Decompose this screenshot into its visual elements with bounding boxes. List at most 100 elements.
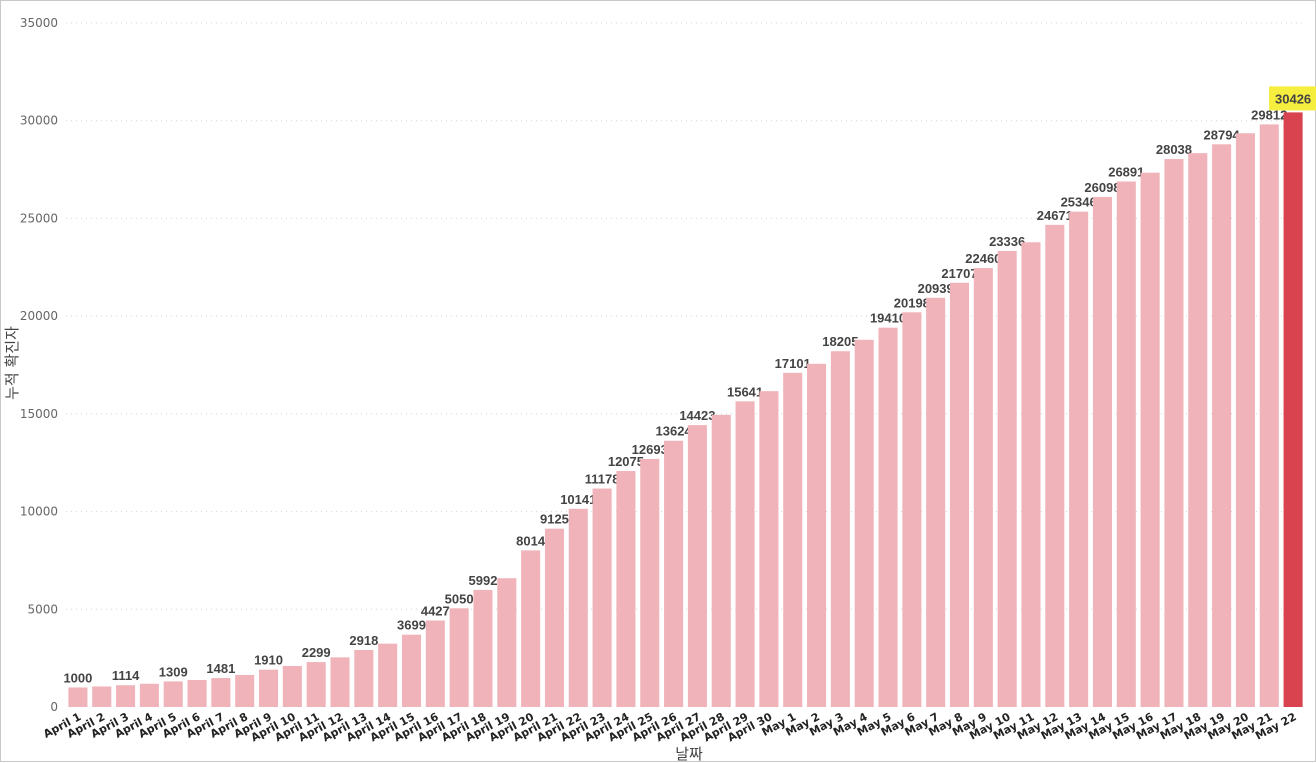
bar bbox=[497, 578, 517, 707]
data-label: 11178 bbox=[585, 472, 620, 487]
bar bbox=[997, 250, 1017, 708]
data-label: 18205 bbox=[822, 334, 858, 349]
data-label: 1000 bbox=[63, 670, 92, 685]
bar bbox=[664, 440, 684, 707]
bar bbox=[544, 528, 564, 707]
data-label: 10141 bbox=[560, 492, 596, 507]
bar bbox=[378, 643, 398, 707]
data-label: 19410 bbox=[870, 311, 906, 326]
data-label: 1481 bbox=[206, 661, 235, 676]
data-label: 22460 bbox=[965, 251, 1001, 266]
bar bbox=[1092, 196, 1113, 707]
data-label: 23336 bbox=[989, 234, 1025, 249]
bar bbox=[1140, 172, 1160, 707]
bar bbox=[783, 372, 803, 707]
data-label: 1114 bbox=[112, 668, 140, 683]
bar bbox=[687, 425, 707, 707]
data-label: 1309 bbox=[159, 664, 188, 679]
bar bbox=[163, 681, 183, 707]
bar bbox=[1212, 144, 1232, 708]
bar bbox=[1235, 133, 1255, 708]
bar bbox=[759, 391, 779, 707]
y-tick-label: 0 bbox=[50, 700, 58, 714]
bar bbox=[211, 678, 231, 707]
data-label: 9125 bbox=[540, 512, 569, 527]
y-tick-label: 5000 bbox=[27, 602, 58, 616]
data-label: 2918 bbox=[349, 633, 378, 648]
bar bbox=[1283, 112, 1303, 707]
data-label: 8014 bbox=[516, 533, 546, 548]
data-label: 20939 bbox=[918, 281, 954, 296]
bar bbox=[878, 327, 898, 707]
bar bbox=[521, 550, 541, 707]
bar bbox=[1116, 181, 1136, 707]
bar bbox=[330, 657, 350, 707]
data-label: 15641 bbox=[727, 384, 763, 399]
y-tick-label: 20000 bbox=[20, 309, 58, 323]
data-label: 29812 bbox=[1251, 107, 1287, 122]
bar bbox=[401, 634, 422, 707]
bar bbox=[306, 662, 326, 707]
y-tick-label: 30000 bbox=[20, 114, 58, 128]
bar bbox=[830, 351, 850, 707]
bar bbox=[926, 297, 946, 707]
bar bbox=[92, 686, 112, 707]
data-label: 13624 bbox=[656, 424, 693, 439]
bar bbox=[616, 471, 636, 707]
bar bbox=[354, 649, 374, 707]
bar bbox=[473, 589, 493, 707]
bar bbox=[711, 414, 731, 707]
bar bbox=[139, 683, 159, 707]
data-label: 12693 bbox=[632, 442, 668, 457]
y-axis-title: 누적 확진자 bbox=[3, 326, 21, 400]
bar bbox=[973, 268, 993, 707]
bar bbox=[807, 363, 827, 707]
data-label: 17101 bbox=[775, 356, 811, 371]
bar bbox=[425, 620, 445, 707]
data-label: 28038 bbox=[1156, 142, 1192, 157]
data-label: 3699 bbox=[397, 618, 426, 633]
bar bbox=[735, 401, 755, 707]
bar bbox=[235, 674, 255, 707]
bar bbox=[1164, 159, 1184, 707]
bar bbox=[449, 608, 469, 707]
y-tick-label: 35000 bbox=[20, 16, 58, 30]
bar bbox=[949, 282, 970, 707]
bar bbox=[68, 687, 88, 707]
x-axis-title: 날짜 bbox=[675, 745, 703, 763]
bar bbox=[1259, 124, 1279, 707]
y-tick-label: 10000 bbox=[20, 505, 58, 519]
data-label: 14423 bbox=[679, 408, 715, 423]
data-label: 20198 bbox=[894, 295, 930, 310]
bar bbox=[1021, 242, 1041, 707]
data-label: 12075 bbox=[608, 454, 644, 469]
bar bbox=[1069, 211, 1089, 707]
bar bbox=[592, 488, 612, 707]
bar bbox=[854, 339, 874, 707]
bar bbox=[1045, 224, 1065, 708]
bar bbox=[116, 685, 136, 707]
data-label: 4427 bbox=[421, 603, 450, 618]
data-label: 2299 bbox=[302, 645, 331, 660]
data-label: 26098 bbox=[1084, 180, 1120, 195]
data-label: 5050 bbox=[445, 591, 474, 606]
bar bbox=[258, 669, 279, 707]
bar bbox=[902, 312, 922, 707]
data-label: 5992 bbox=[469, 573, 498, 588]
bar bbox=[282, 665, 302, 707]
data-label: 30426 bbox=[1275, 91, 1311, 106]
y-tick-label: 15000 bbox=[20, 407, 58, 421]
bar bbox=[1188, 153, 1208, 708]
data-label: 1910 bbox=[254, 653, 283, 668]
data-label: 21707 bbox=[941, 266, 977, 281]
data-label: 28794 bbox=[1204, 127, 1241, 142]
bar bbox=[568, 508, 588, 707]
data-label: 24671 bbox=[1037, 208, 1073, 223]
y-tick-label: 25000 bbox=[20, 211, 58, 225]
bar bbox=[187, 680, 207, 707]
bar bbox=[640, 458, 660, 707]
data-label-highlight bbox=[1269, 86, 1316, 111]
data-label: 25346 bbox=[1061, 195, 1097, 210]
